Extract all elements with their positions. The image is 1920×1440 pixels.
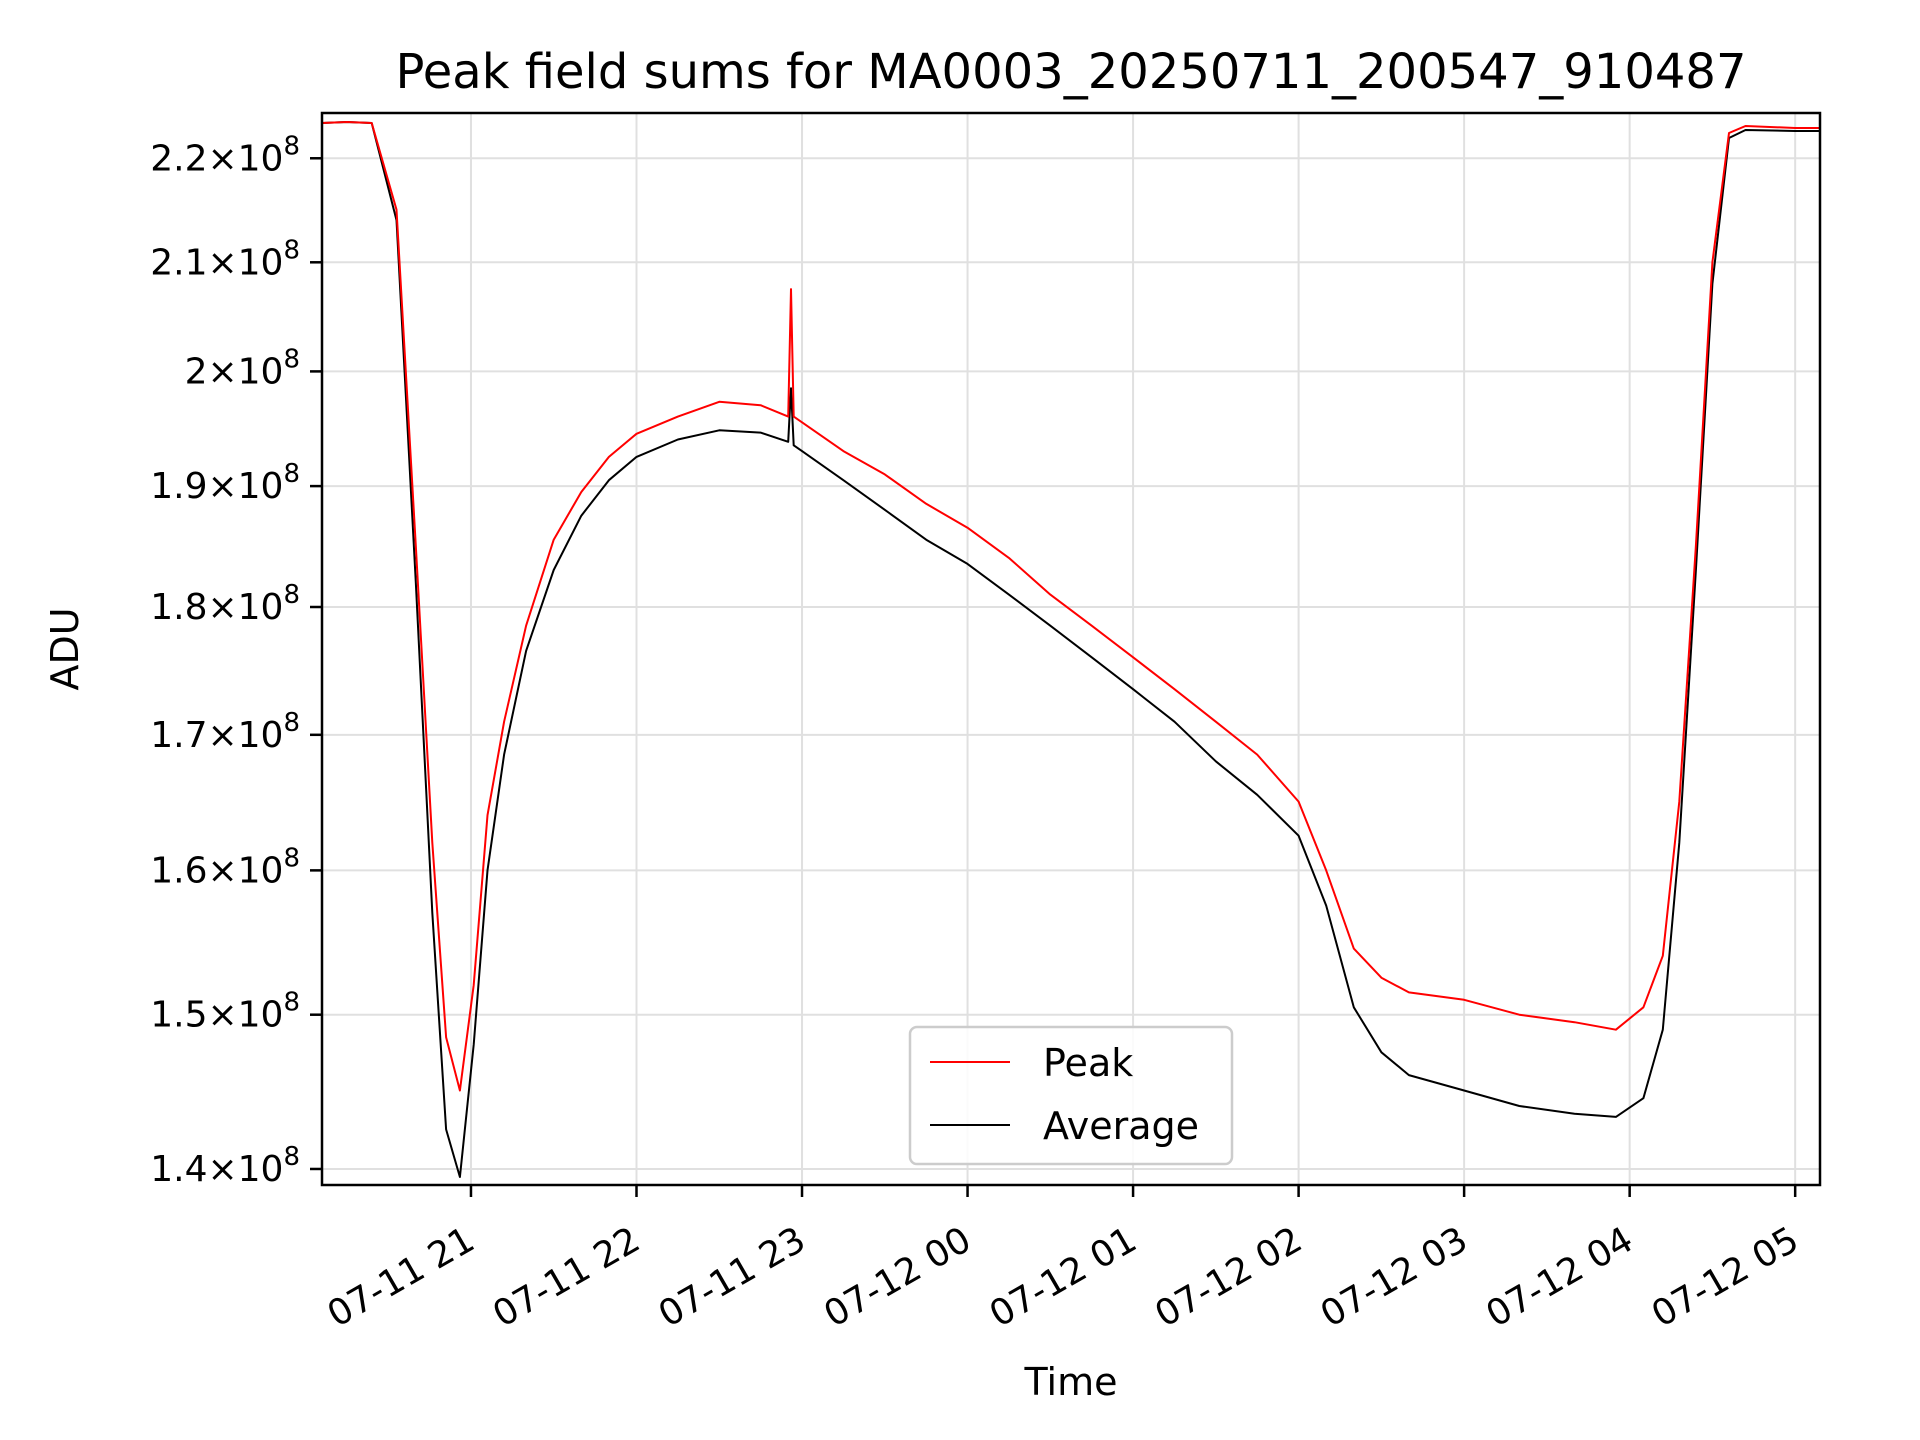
y-tick-label: 1.4×108	[150, 1142, 300, 1190]
chart-title: Peak field sums for MA0003_20250711_2005…	[396, 44, 1747, 100]
legend: Peak Average	[908, 1025, 1234, 1166]
plot-series	[321, 121, 1820, 1178]
series-line-peak	[321, 121, 1820, 1092]
legend-label-average: Average	[1043, 1104, 1199, 1148]
y-tick-label: 1.8×108	[150, 580, 300, 628]
legend-label-peak: Peak	[1043, 1041, 1133, 1085]
grid	[322, 113, 1820, 1185]
x-axis-label: Time	[1024, 1360, 1118, 1404]
y-tick-label: 1.9×108	[150, 459, 300, 507]
y-tick-label: 2.1×108	[150, 235, 300, 283]
y-axis-ticks: 1.4×108 1.5×108 1.6×108 1.7×108 1.8×108 1.9×1…	[150, 131, 322, 1190]
series-line-average	[321, 121, 1820, 1178]
y-tick-label: 2.2×108	[150, 131, 300, 179]
y-tick-label: 1.6×108	[150, 843, 300, 891]
y-tick-label: 1.7×108	[150, 708, 300, 756]
plot-frame	[320, 111, 1822, 1187]
y-tick-label: 2×108	[185, 344, 300, 392]
y-axis-label: ADU	[43, 607, 87, 690]
y-tick-label: 1.5×108	[150, 988, 300, 1036]
